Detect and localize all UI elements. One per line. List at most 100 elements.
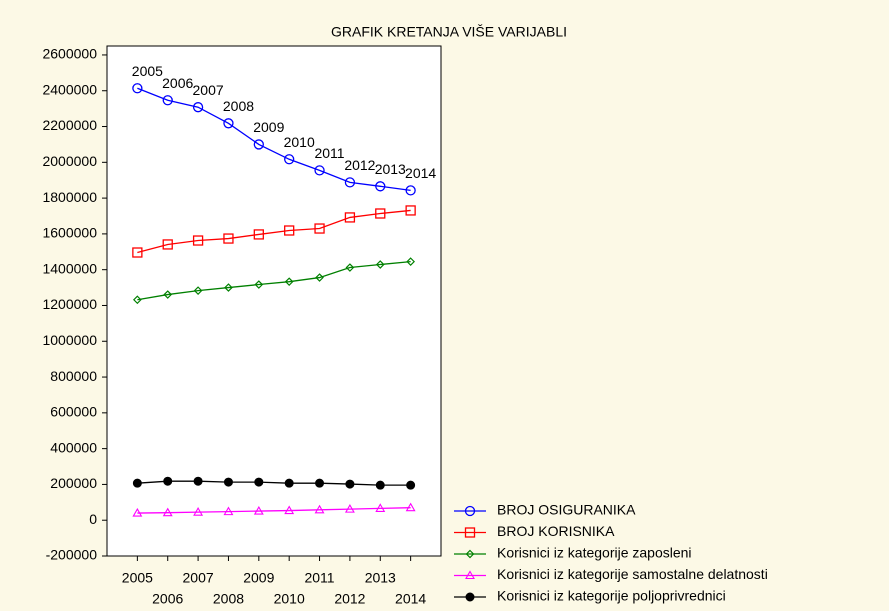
marker [162,507,173,517]
y-tick-label: 2000000 [42,153,97,169]
marker [132,478,142,488]
marker [284,505,295,515]
legend-marker [464,527,476,538]
marker [192,102,204,113]
marker [375,260,385,269]
marker [314,504,325,514]
point-label: 2005 [132,63,163,79]
y-tick-label: 200000 [50,475,97,491]
legend-marker [465,592,475,602]
x-tick-label: 2006 [152,591,183,607]
marker [405,205,416,216]
point-label: 2008 [223,98,254,114]
marker [132,507,143,517]
point-label: 2009 [253,119,284,135]
y-tick-label: 1000000 [42,332,97,348]
x-tick-label: 2010 [274,591,305,607]
plot-area [106,45,442,557]
marker [132,247,143,258]
marker [254,280,264,289]
point-label: 2006 [162,75,193,91]
x-tick-label: 2014 [395,591,426,607]
y-tick-label: 1800000 [42,189,97,205]
x-tick-label: 2011 [304,570,334,586]
marker [315,273,324,282]
marker [344,212,356,223]
y-tick-label: 2600000 [42,46,97,62]
marker [253,505,264,515]
marker [132,83,143,94]
legend-marker [464,505,476,517]
legend-label: Korisnici iz kategorije poljoprivrednici [497,588,726,604]
marker [345,479,355,489]
x-tick-label: 2012 [334,591,365,607]
marker [192,235,204,246]
marker [284,478,294,488]
marker [314,165,325,176]
marker [345,263,355,272]
x-tick-label: 2009 [243,570,274,586]
marker [224,283,233,292]
y-tick-label: 2200000 [42,117,97,133]
marker [284,225,295,236]
marker [223,233,234,244]
marker [375,181,386,192]
marker [163,476,173,486]
x-tick-label: 2013 [365,570,396,586]
chart-title: GRAFIK KRETANJA VIŠE VARIJABLI [331,24,567,40]
marker [193,476,203,486]
series-line [137,87,411,192]
series-line [137,507,411,514]
legend-label: BROJ OSIGURANIKA [497,502,636,518]
point-label: 2011 [314,145,344,161]
marker [223,118,234,129]
x-tick-label: 2005 [122,570,153,586]
marker [162,95,173,106]
marker [406,257,415,266]
point-label: 2010 [284,134,315,150]
marker [314,223,325,234]
y-tick-label: -200000 [46,547,98,563]
marker [223,506,234,516]
point-label: 2012 [344,157,375,173]
y-tick-label: 1400000 [42,260,97,276]
marker [162,239,173,250]
marker [406,480,416,490]
marker [163,290,173,299]
point-label: 2007 [193,82,224,98]
marker [405,185,416,196]
marker [375,503,386,512]
marker [193,286,203,295]
legend-marker [465,549,475,559]
y-tick-label: 400000 [50,439,97,455]
marker [253,139,264,150]
point-label: 2013 [375,161,406,177]
legend-marker [465,570,475,580]
x-tick-label: 2008 [213,591,244,607]
marker [254,477,264,487]
marker [133,295,142,305]
x-tick-label: 2007 [183,570,214,586]
series-line [137,209,411,254]
marker [344,504,355,513]
series-line [137,260,411,301]
marker [405,502,416,512]
y-tick-label: 1200000 [42,296,97,312]
marker [284,277,294,287]
marker [193,507,204,516]
marker [223,477,233,487]
marker [253,229,264,240]
y-tick-label: 2400000 [42,81,97,97]
y-tick-label: 600000 [50,404,97,420]
legend-label: Korisnici iz kategorije zaposleni [497,545,692,561]
marker [284,154,295,165]
y-tick-label: 0 [89,511,97,527]
y-tick-label: 800000 [50,368,97,384]
marker [375,208,386,219]
series-line [137,480,411,486]
marker [375,480,385,490]
marker [315,478,325,488]
y-tick-label: 1600000 [42,225,97,241]
point-label: 2014 [405,165,436,181]
